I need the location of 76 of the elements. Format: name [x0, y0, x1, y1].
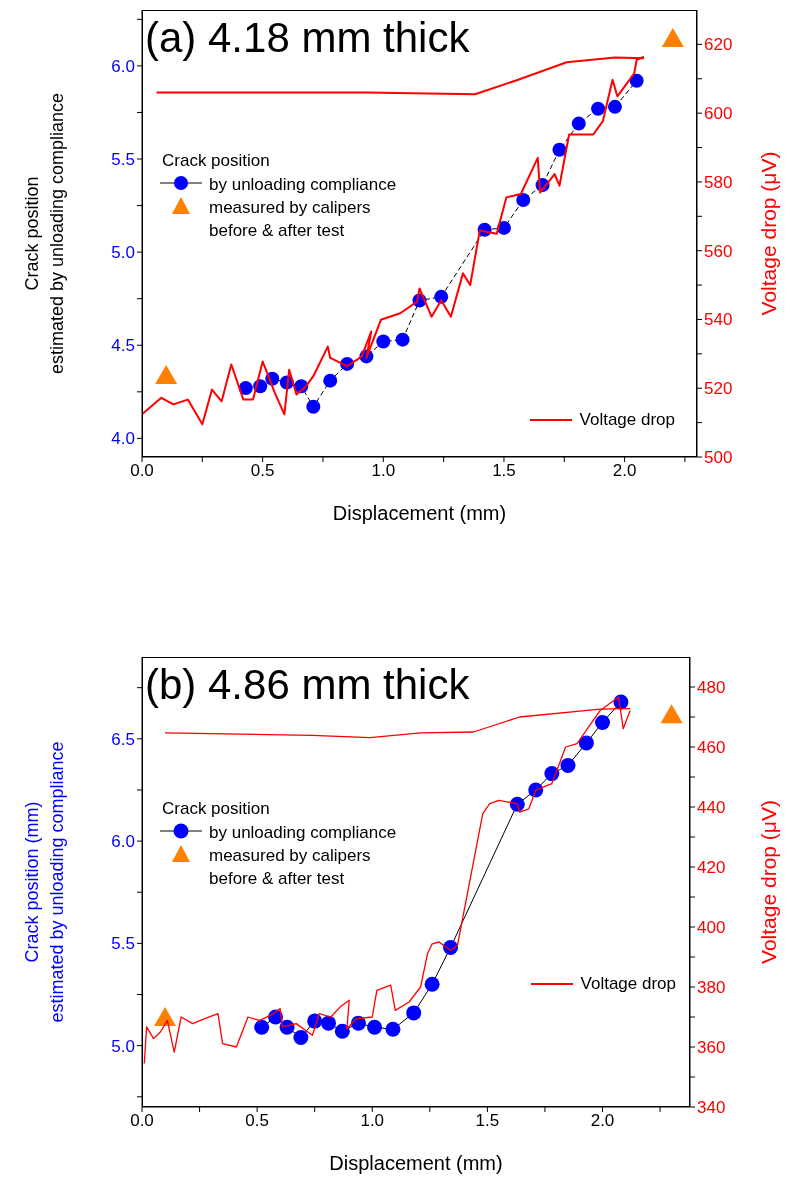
legend-label: by unloading compliance [209, 173, 398, 196]
y-tick-label: 6.0 [111, 832, 135, 852]
x-tick-label: 0.0 [130, 461, 154, 481]
y-axis-title: Crack position (mm) estimated by unloading compliance [21, 741, 67, 1023]
legend-label: measured by calipers before & after test [209, 844, 372, 890]
legend-title: Crack position [162, 797, 271, 820]
point [516, 192, 531, 207]
point [321, 1015, 336, 1031]
point [595, 714, 610, 730]
point [395, 332, 410, 347]
point [238, 381, 253, 396]
point [367, 1019, 383, 1035]
y-tick-label: 6.0 [111, 56, 135, 76]
x-tick-label: 2.0 [612, 461, 637, 481]
y2-tick-label: 600 [704, 104, 733, 124]
y-tick-label: 5.5 [111, 150, 135, 170]
y-tick-label: 5.0 [111, 243, 135, 263]
y2-tick-label: 360 [697, 1038, 726, 1058]
chart-title: (a) 4.18 mm thick [145, 14, 470, 62]
y2-tick-label: 340 [697, 1098, 726, 1118]
x-tick-label: 1.0 [360, 1111, 385, 1131]
x-tick-label: 1.0 [371, 461, 396, 481]
y2-tick-label: 520 [704, 379, 733, 399]
y2-tick-label: 420 [697, 858, 726, 878]
y2-tick-label: 620 [704, 35, 733, 55]
x-tick-label: 1.5 [492, 461, 516, 481]
y2-axis-title: Voltage drop (μV) [757, 800, 781, 964]
y-tick-label: 4.5 [111, 336, 135, 356]
y2-tick-label: 400 [697, 918, 726, 938]
y2-tick-label: 380 [697, 978, 726, 998]
x-tick-label: 1.5 [475, 1111, 500, 1131]
point [571, 116, 586, 131]
point [560, 757, 576, 773]
legend-label: Voltage drop [580, 973, 676, 995]
x-axis-title: Displacement (mm) [329, 1152, 503, 1174]
point [293, 1029, 309, 1045]
point [578, 735, 594, 751]
x-axis-title: Displacement (mm) [332, 502, 507, 524]
point [334, 1023, 350, 1039]
point [376, 334, 391, 349]
point [406, 1005, 422, 1021]
point [607, 99, 622, 114]
y2-tick-label: 560 [704, 241, 733, 261]
y2-tick-label: 500 [704, 448, 733, 468]
point [629, 73, 644, 88]
point [660, 704, 683, 724]
x-tick-label: 0.5 [250, 461, 275, 481]
point [591, 101, 606, 116]
legend-label: by unloading compliance [209, 821, 398, 844]
legend-title: Crack position [162, 149, 271, 172]
point [424, 976, 440, 992]
point [661, 27, 684, 47]
y2-tick-label: 580 [704, 172, 733, 192]
point [385, 1021, 401, 1037]
x-tick-label: 0.5 [245, 1111, 269, 1131]
y-tick-label: 5.5 [111, 934, 135, 954]
y2-tick-label: 540 [704, 310, 733, 330]
y-tick-label: 4.0 [111, 429, 135, 449]
legend-label: measured by calipers before & after test [209, 196, 372, 242]
point [552, 142, 567, 157]
y-tick-label: 6.5 [111, 729, 135, 749]
point [155, 365, 178, 385]
point [254, 1019, 270, 1035]
x-tick-label: 2.0 [590, 1111, 615, 1131]
y-tick-label: 5.0 [111, 1036, 135, 1056]
x-tick-label: 0.0 [130, 1111, 154, 1131]
y2-tick-label: 460 [697, 738, 726, 758]
point [323, 373, 338, 388]
y-axis-title: Crack position estimated by unloading compliance [21, 92, 67, 375]
point [306, 399, 321, 414]
point [154, 1007, 177, 1026]
legend-label: Voltage drop [579, 409, 675, 431]
y2-tick-label: 480 [697, 678, 726, 698]
y2-axis-title: Voltage drop (μV) [757, 151, 781, 316]
y2-tick-label: 440 [697, 798, 726, 818]
chart-title: (b) 4.86 mm thick [145, 661, 470, 709]
